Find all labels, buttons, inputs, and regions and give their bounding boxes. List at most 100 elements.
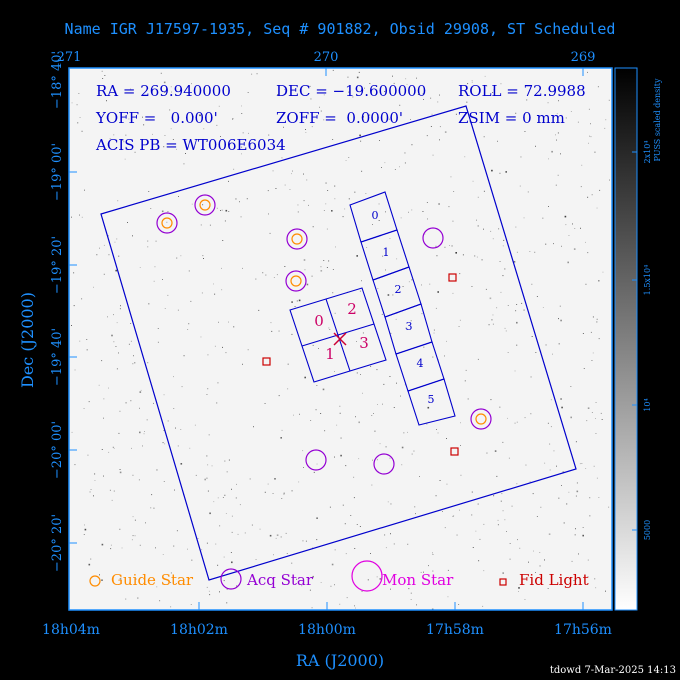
acis-s-chip-label: 4 xyxy=(417,357,424,370)
background-star xyxy=(121,547,123,549)
background-star xyxy=(433,332,435,334)
background-star xyxy=(226,588,228,590)
legend-mon-label: Mon Star xyxy=(382,571,454,589)
background-star xyxy=(385,446,387,448)
background-star xyxy=(200,224,202,226)
left-tick-label: −20° 20' xyxy=(50,514,65,572)
background-star xyxy=(499,406,501,408)
background-star xyxy=(123,141,125,143)
background-star xyxy=(131,447,132,449)
background-star xyxy=(289,189,291,190)
background-star xyxy=(361,170,363,172)
acis-i-chip-label: 1 xyxy=(325,345,335,363)
background-star xyxy=(332,139,334,140)
background-star xyxy=(103,417,104,419)
plot-frame xyxy=(68,67,613,611)
background-star xyxy=(400,395,401,397)
background-star xyxy=(514,370,516,372)
fid-light xyxy=(262,357,271,366)
background-star xyxy=(302,540,304,542)
background-star xyxy=(116,322,118,324)
background-star xyxy=(154,266,156,268)
background-star xyxy=(370,365,372,367)
background-star xyxy=(426,135,428,137)
background-star xyxy=(247,349,249,351)
background-star xyxy=(574,534,576,536)
background-star xyxy=(573,580,575,581)
background-star xyxy=(598,280,599,282)
background-star xyxy=(408,281,410,283)
background-star xyxy=(437,291,439,293)
background-star xyxy=(556,139,557,141)
background-star xyxy=(281,157,283,159)
background-star xyxy=(572,223,573,225)
background-star xyxy=(560,398,562,400)
background-star xyxy=(110,544,112,546)
background-star xyxy=(320,110,322,112)
background-star xyxy=(433,329,435,331)
background-star xyxy=(594,151,596,153)
background-star xyxy=(226,602,228,604)
background-star xyxy=(160,72,162,74)
background-star xyxy=(460,474,462,476)
background-star xyxy=(446,438,447,439)
background-star xyxy=(582,527,584,528)
background-star xyxy=(273,554,274,556)
acis-s-chip-label: 5 xyxy=(428,393,435,406)
background-star xyxy=(471,286,473,287)
background-star xyxy=(361,280,362,282)
background-star xyxy=(396,258,398,260)
background-star xyxy=(552,353,553,355)
background-star xyxy=(255,559,257,560)
background-star xyxy=(181,386,183,388)
background-star xyxy=(385,211,386,213)
background-star xyxy=(548,206,549,207)
background-star xyxy=(426,423,428,425)
background-star xyxy=(287,388,289,390)
background-star xyxy=(389,238,391,239)
background-star xyxy=(348,91,350,93)
background-star xyxy=(157,328,159,329)
background-star xyxy=(296,300,298,302)
background-star xyxy=(570,386,572,387)
background-star xyxy=(83,534,85,535)
acis-s-chip-label: 3 xyxy=(406,320,413,333)
background-star xyxy=(573,248,576,250)
background-star xyxy=(330,585,332,587)
background-star xyxy=(207,464,209,466)
background-star xyxy=(421,313,423,315)
background-star xyxy=(361,590,363,592)
background-star xyxy=(516,304,518,305)
background-star xyxy=(275,188,277,189)
background-star xyxy=(312,344,314,346)
background-star xyxy=(296,578,298,580)
background-star xyxy=(485,288,487,290)
background-star xyxy=(439,480,441,481)
background-star xyxy=(180,255,182,257)
background-star xyxy=(595,433,597,434)
background-star xyxy=(235,497,237,499)
background-star xyxy=(163,81,166,84)
background-star xyxy=(452,515,454,517)
acq-star xyxy=(422,227,444,249)
background-star xyxy=(132,516,134,518)
background-star xyxy=(334,371,335,372)
background-star xyxy=(334,312,336,314)
background-star xyxy=(608,99,610,101)
background-star xyxy=(173,408,175,409)
left-tick-label: −19° 20' xyxy=(50,236,65,294)
background-star xyxy=(535,572,536,573)
background-star xyxy=(587,583,589,585)
bottom-ticks xyxy=(198,602,584,610)
background-star xyxy=(502,275,504,277)
background-star xyxy=(508,457,510,459)
background-star xyxy=(334,549,336,551)
background-star xyxy=(233,168,235,170)
background-star xyxy=(207,388,209,390)
background-star xyxy=(264,491,266,493)
background-star xyxy=(387,501,389,503)
background-star xyxy=(467,398,469,400)
zsim-text: ZSIM = 0 mm xyxy=(458,109,565,127)
background-star xyxy=(513,261,516,263)
background-star xyxy=(553,243,554,245)
